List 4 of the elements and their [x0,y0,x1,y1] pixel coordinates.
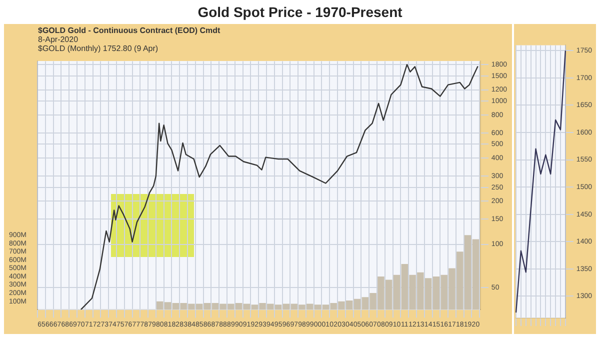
text: 8-Apr-2020 [38,35,78,44]
chart-title: Gold Spot Price - 1970-Present [196,4,404,20]
text: $GOLD (Monthly) 1752.80 (9 Apr) [38,44,158,53]
text: $GOLD Gold - Continuous Contract (EOD) Cmdt [38,26,220,35]
